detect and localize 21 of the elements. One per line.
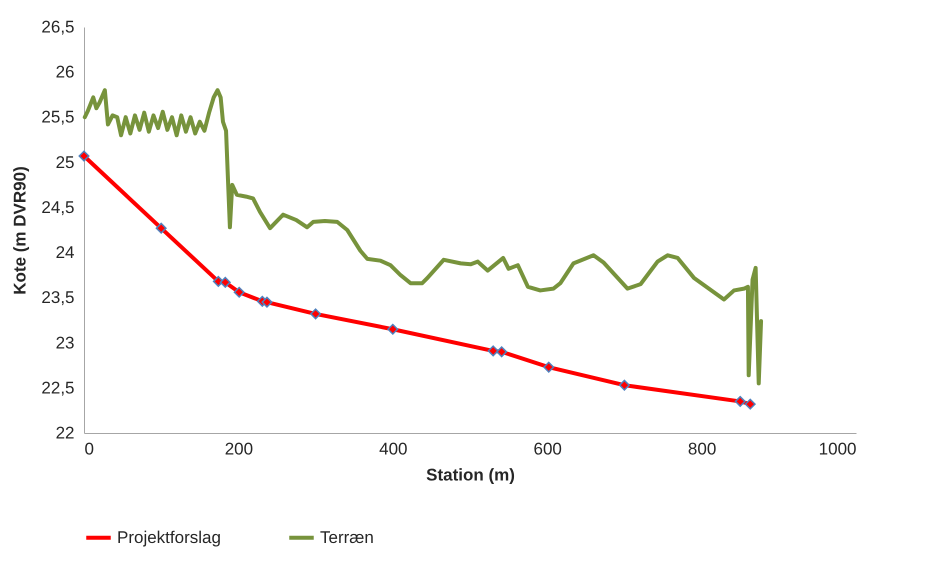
x-tick-label: 0	[84, 440, 94, 458]
y-tick-label: 25	[56, 152, 74, 172]
y-tick-label: 22	[56, 424, 74, 442]
x-axis-title: Station (m)	[426, 466, 515, 484]
y-tick-label: 25,5	[41, 108, 74, 127]
y-tick-label: 24	[56, 243, 74, 262]
y-axis-title: Kote (m DVR90)	[10, 166, 30, 295]
x-tick-label: 800	[688, 440, 716, 458]
legend-label: Projektforslag	[117, 528, 221, 547]
x-tick-label: 200	[224, 440, 254, 458]
x-tick-label: 600	[534, 440, 562, 458]
x-tick-label: 400	[379, 440, 408, 458]
y-tick-label: 26,5	[41, 18, 74, 36]
line-series	[82, 88, 764, 386]
y-tick-label: 24,5	[41, 198, 74, 217]
y-tick-label: 23,5	[41, 288, 74, 308]
y-tick-label: 23	[56, 333, 74, 352]
y-tick-label: 26	[56, 62, 74, 82]
x-tick-label: 1000	[818, 440, 856, 458]
legend-label: Terræn	[320, 528, 374, 547]
y-tick-label: 22,5	[41, 378, 74, 398]
